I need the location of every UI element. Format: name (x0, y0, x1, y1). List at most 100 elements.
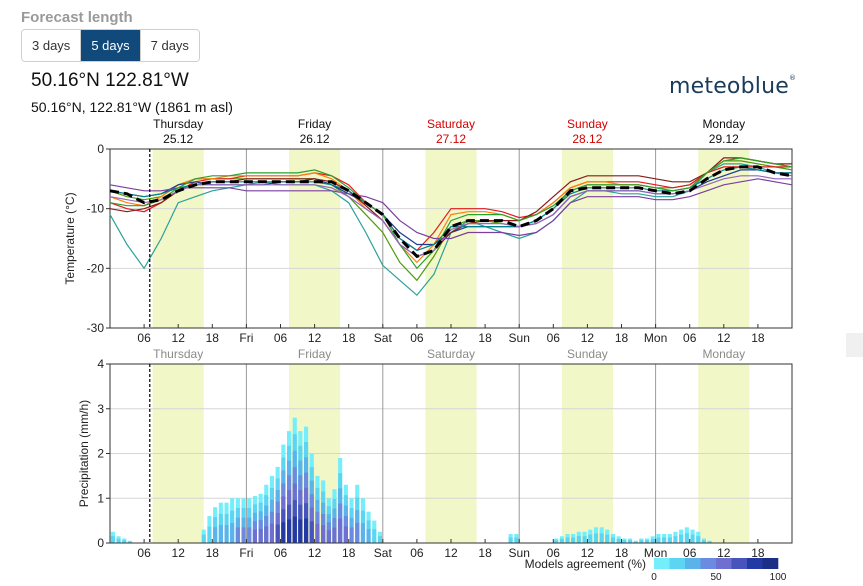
precipitation-agreement-layer (684, 533, 689, 543)
precipitation-agreement-layer (269, 523, 274, 543)
precipitation-agreement-layer (230, 523, 235, 543)
ensemble-member-line (109, 166, 792, 252)
precipitation-agreement-layer (258, 528, 263, 543)
temperature-x-tick-label: 06 (547, 331, 561, 345)
agreement-legend-title: Models agreement (%) (525, 557, 646, 571)
precipitation-day-name: Thursday (153, 347, 203, 361)
precipitation-day-name: Saturday (427, 347, 475, 361)
precipitation-x-tick-label: 06 (410, 546, 424, 560)
day-header-name: Monday (702, 117, 745, 131)
agreement-legend-swatch (700, 558, 717, 569)
precipitation-x-tick-label: 18 (751, 546, 765, 560)
day-header-date: 25.12 (163, 132, 193, 146)
temperature-x-tick-label: Fri (239, 331, 253, 345)
agreement-legend-tick: 0 (651, 572, 657, 583)
temperature-x-tick-label: Sun (509, 331, 530, 345)
temperature-y-tick-label: 0 (97, 142, 104, 156)
forecast-7-days-button[interactable]: 7 days (140, 30, 199, 61)
meteoblue-logo[interactable]: meteoblue® (669, 74, 796, 99)
precipitation-agreement-layer (554, 540, 559, 543)
temperature-y-axis-label: Temperature (°C) (63, 192, 77, 284)
precipitation-x-tick-label: 06 (274, 546, 288, 560)
precipitation-agreement-layer (338, 518, 343, 543)
daylight-band (152, 149, 204, 328)
precipitation-agreement-layer (304, 518, 309, 543)
ensemble-mean-line (109, 165, 793, 259)
precipitation-x-tick-label: 12 (581, 546, 595, 560)
day-header-name: Friday (298, 117, 331, 131)
precipitation-x-tick-label: 12 (717, 546, 731, 560)
location-title: 50.16°N 122.81°W (31, 70, 189, 91)
precipitation-agreement-layer (679, 534, 684, 543)
temperature-x-tick-label: 12 (581, 331, 595, 345)
precipitation-agreement-layer (224, 525, 229, 543)
temperature-y-tick-label: -20 (87, 261, 105, 275)
temperature-y-tick-label: -10 (87, 202, 105, 216)
precipitation-y-tick-label: 0 (97, 536, 104, 550)
precipitation-agreement-layer (241, 527, 246, 543)
agreement-legend-swatch (747, 558, 763, 569)
precipitation-agreement-layer (218, 525, 223, 543)
day-header-name: Saturday (427, 117, 475, 131)
precipitation-agreement-layer (633, 541, 638, 543)
precipitation-day-name: Monday (702, 347, 745, 361)
precipitation-agreement-layer (343, 526, 348, 543)
precipitation-agreement-layer (127, 541, 132, 543)
temperature-x-tick-label: 06 (274, 331, 288, 345)
agreement-legend-tick: 50 (710, 572, 722, 583)
agreement-legend-swatch (716, 558, 732, 569)
agreement-legend-swatch (654, 558, 670, 569)
precipitation-agreement-layer (616, 538, 621, 543)
precipitation-x-tick-label: Mon (644, 546, 667, 560)
temperature-x-tick-label: 18 (342, 331, 356, 345)
temperature-x-tick-label: 18 (751, 331, 765, 345)
precipitation-agreement-layer (122, 540, 127, 543)
precipitation-x-tick-label: 12 (308, 546, 322, 560)
forecast-length-label: Forecast length (21, 9, 133, 26)
precipitation-agreement-layer (656, 537, 661, 543)
forecast-5-days-button[interactable]: 5 days (81, 30, 141, 61)
precipitation-agreement-layer (599, 533, 604, 543)
precipitation-x-tick-label: 18 (478, 546, 492, 560)
precipitation-agreement-layer (610, 537, 615, 543)
precipitation-agreement-layer (662, 537, 667, 543)
precipitation-agreement-layer (309, 521, 314, 543)
agreement-legend-swatch (731, 558, 748, 569)
precipitation-agreement-layer (116, 538, 121, 543)
precipitation-agreement-layer (321, 525, 326, 543)
precipitation-agreement-layer (275, 524, 280, 543)
precipitation-agreement-layer (571, 537, 576, 543)
agreement-legend-swatch (685, 558, 701, 569)
precipitation-agreement-layer (582, 536, 587, 543)
day-header-name: Sunday (567, 117, 608, 131)
location-subtitle: 50.16°N, 122.81°W (1861 m asl) (31, 99, 233, 115)
precipitation-agreement-layer (593, 533, 598, 543)
agreement-legend-swatch (762, 558, 779, 569)
precipitation-agreement-layer (576, 536, 581, 543)
precipitation-x-tick-label: 12 (444, 546, 458, 560)
precipitation-agreement-layer (349, 527, 354, 543)
temperature-chart: 0 -10 -20 -30 06 12 18 Fri 06 12 18 Sat 06 12 18 Sun 06 1… (63, 117, 793, 345)
precipitation-day-name: Friday (298, 347, 331, 361)
agreement-legend-swatch (669, 558, 686, 569)
precipitation-x-tick-label: 06 (683, 546, 697, 560)
forecast-length-selector: 3 days 5 days 7 days (21, 29, 200, 62)
precipitation-agreement-layer (326, 530, 331, 543)
temperature-x-tick-label: 12 (308, 331, 322, 345)
ensemble-member-line (109, 157, 793, 270)
precipitation-agreement-layer (281, 522, 286, 543)
day-header-date: 26.12 (300, 132, 330, 146)
precipitation-x-tick-label: 18 (342, 546, 356, 560)
forecast-3-days-button[interactable]: 3 days (22, 30, 82, 61)
precipitation-x-tick-label: 06 (547, 546, 561, 560)
scroll-handle[interactable] (846, 333, 863, 357)
precipitation-agreement-layer (622, 540, 627, 543)
daylight-band (561, 149, 613, 328)
precipitation-agreement-layer (667, 537, 672, 543)
precipitation-x-tick-label: Fri (239, 546, 253, 560)
models-agreement-legend: Models agreement (%) 0 50 100 (525, 557, 787, 583)
precipitation-agreement-layer (355, 522, 360, 543)
temperature-x-tick-label: 06 (410, 331, 424, 345)
precipitation-agreement-layer (315, 523, 320, 543)
